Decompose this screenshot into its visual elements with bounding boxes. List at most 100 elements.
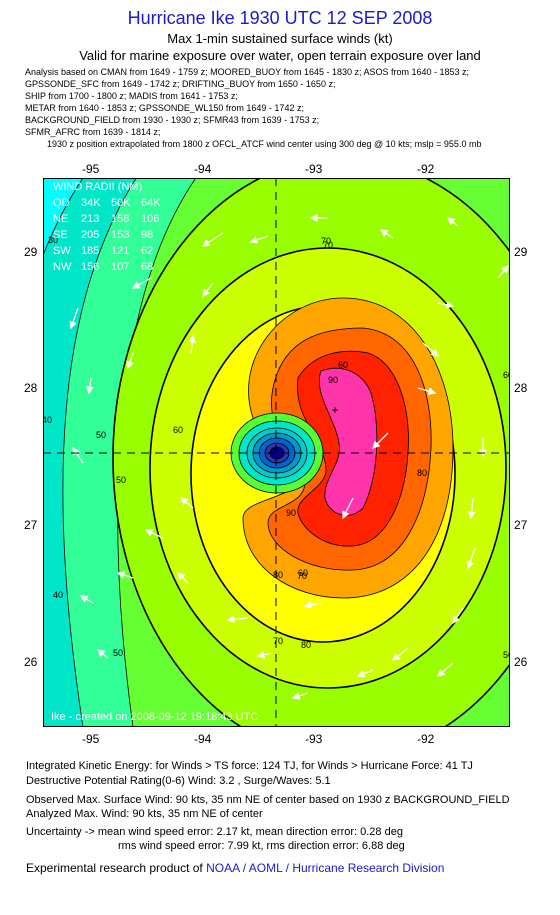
wind-vector	[226, 615, 249, 624]
wind-vector	[249, 235, 269, 244]
lat-tick-right: 28	[514, 381, 528, 395]
wind-vector	[467, 497, 476, 520]
contour-label: 50	[503, 650, 510, 660]
lon-tick-bottom: -94	[194, 732, 212, 746]
wind-radii-header: QD	[53, 197, 70, 209]
wind-vector	[291, 692, 309, 700]
wind-radii-cell: 106	[141, 213, 159, 225]
wind-radii-cell: 62	[141, 245, 153, 257]
wind-radii-cell: 213	[81, 213, 99, 225]
wind-band-120	[319, 367, 378, 516]
lon-tick-top: -95	[82, 162, 100, 176]
wind-vector	[422, 342, 439, 357]
lat-tick-right: 29	[514, 245, 528, 259]
lon-tick-bottom: -93	[305, 732, 323, 746]
contour-label: 60	[298, 568, 308, 578]
uncertainty-rms-line: rms wind speed error: 7.99 kt, rms direc…	[118, 840, 405, 852]
lon-tick-bottom: -95	[82, 732, 100, 746]
contour-label: 70	[297, 571, 307, 581]
wind-radii-cell: 185	[81, 245, 99, 257]
observed-max-line: Observed Max. Surface Wind: 90 kts, 35 n…	[26, 794, 510, 806]
wind-vector	[372, 432, 389, 449]
wind-radii-header: 34K	[81, 197, 101, 209]
wind-vector	[96, 649, 109, 659]
contour-label: 70	[273, 636, 283, 646]
wind-vector	[85, 377, 94, 395]
wind-radii-cell: NE	[53, 213, 68, 225]
lat-tick-left: 27	[24, 518, 38, 532]
dpr-line: Destructive Potential Rating(0-6) Wind: …	[26, 775, 331, 787]
credit-prefix: Experimental research product of	[26, 861, 207, 875]
wind-radii-cell: 156	[81, 261, 99, 273]
wind-vector	[417, 387, 437, 395]
wind-vector	[144, 529, 164, 539]
contour-label: 60	[173, 425, 183, 435]
wind-vector	[356, 669, 374, 678]
wind-vector	[256, 650, 274, 659]
lon-tick-top: -92	[417, 162, 435, 176]
wind-vector	[116, 571, 134, 579]
source-line: Analysis based on CMAN from 1649 - 1759 …	[25, 67, 470, 77]
contour-label: 50	[96, 430, 106, 440]
wind-vector	[303, 600, 322, 609]
contour-label: 80	[273, 570, 283, 580]
wind-radii-cell: NW	[53, 261, 72, 273]
contour-label: 90	[328, 375, 338, 385]
wind-radii-cell: 121	[111, 245, 129, 257]
contour-label: 40	[43, 415, 52, 425]
lat-tick-right: 27	[514, 518, 528, 532]
contour-label: 40	[53, 590, 63, 600]
lon-tick-bottom: -92	[417, 732, 435, 746]
uncertainty-mean-line: Uncertainty -> mean wind speed error: 2.…	[26, 826, 403, 838]
wind-vector	[69, 307, 79, 330]
wind-vector	[466, 547, 476, 570]
wind-vector	[126, 352, 134, 370]
wind-vector	[180, 497, 194, 509]
lat-tick-left: 26	[24, 655, 38, 669]
lat-tick-right: 26	[514, 655, 528, 669]
wind-vector	[437, 662, 454, 677]
validity-note: Valid for marine exposure over water, op…	[79, 48, 481, 63]
contour-label: 30	[48, 235, 58, 245]
contour-label: 70	[321, 236, 331, 246]
lon-tick-top: -94	[194, 162, 212, 176]
wind-radii-title: WIND RADII (NM)	[53, 181, 142, 193]
source-line: SHIP from 1700 - 1800 z; MADIS from 1641…	[25, 91, 238, 101]
contour-label: 70	[323, 240, 333, 250]
wind-vector	[177, 572, 189, 584]
credit-line: Experimental research product of NOAA / …	[26, 861, 444, 875]
contour-label: 50	[113, 648, 123, 658]
wind-vector	[188, 334, 197, 354]
wind-vector	[342, 497, 354, 520]
wind-radii-cell: SE	[53, 229, 68, 241]
page-title: Hurricane Ike 1930 UTC 12 SEP 2008	[127, 8, 433, 28]
wind-vector	[202, 282, 214, 298]
wind-radii-cell: 68	[141, 261, 153, 273]
analyzed-max-line: Analyzed Max. Wind: 90 kts, 35 nm NE of …	[26, 808, 263, 820]
subtitle: Max 1-min sustained surface winds (kt)	[167, 31, 393, 46]
wind-radii-cell: 107	[111, 261, 129, 273]
wind-vector	[391, 647, 409, 661]
wind-vector	[379, 229, 394, 239]
wind-radii-header: 50K	[111, 197, 131, 209]
lat-tick-left: 29	[24, 245, 38, 259]
wind-vector	[452, 607, 464, 625]
contour-label: 60	[503, 370, 510, 380]
lat-tick-left: 28	[24, 381, 38, 395]
contour-label: 50	[116, 475, 126, 485]
source-line: BACKGROUND_FIELD from 1930 - 1930 z; SFM…	[25, 115, 320, 125]
wind-field-map: + 30405060708090607080607060505040509080…	[43, 178, 510, 727]
wind-vector	[201, 232, 224, 247]
source-line: SFMR_AFRC from 1639 - 1814 z;	[25, 127, 161, 137]
max-wind-marker: +	[331, 403, 338, 417]
wind-vector	[131, 277, 152, 289]
credit-org: NOAA / AOML / Hurricane Research Divisio…	[206, 861, 445, 875]
wind-radii-table: WIND RADII (NM) QD 34K 50K 64K NE 213 15…	[53, 181, 161, 273]
wind-radii-cell: 98	[141, 229, 153, 241]
contour-label: 80	[301, 640, 311, 650]
source-line: METAR from 1640 - 1853 z; GPSSONDE_WL150…	[25, 103, 304, 113]
wind-vector	[79, 595, 94, 604]
wind-radii-header: 64K	[141, 197, 161, 209]
wind-radii-cell: SW	[53, 245, 71, 257]
wind-radii-cell: 158	[111, 213, 129, 225]
